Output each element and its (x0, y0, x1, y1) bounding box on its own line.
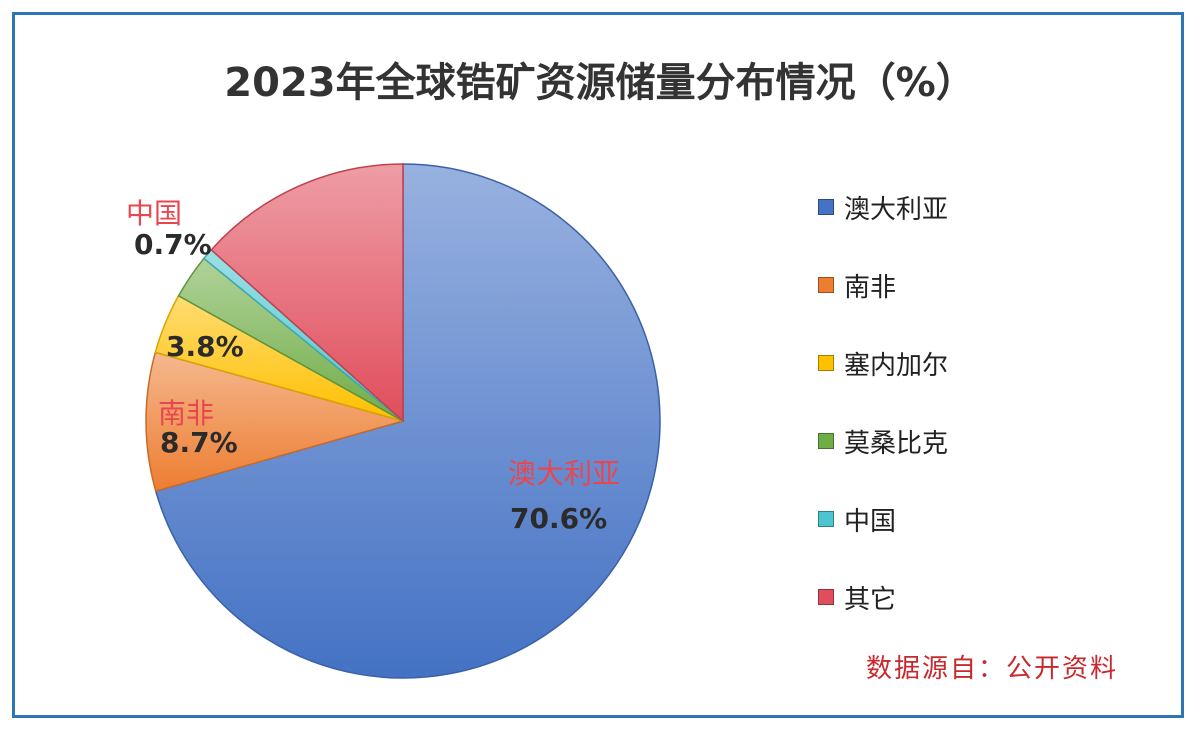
legend-item-china: 中国 (818, 480, 948, 558)
legend-swatch-others (818, 589, 834, 605)
data-label-value-south-africa: 8.7% (160, 426, 238, 459)
legend-label-china: 中国 (844, 506, 897, 537)
legend-label-senegal: 塞内加尔 (844, 350, 949, 381)
legend-item-others: 其它 (818, 558, 948, 636)
legend-swatch-senegal (818, 355, 834, 371)
source-note: 数据源自：公开资料 (866, 654, 1119, 684)
legend-label-south-africa: 南非 (844, 272, 897, 303)
legend-swatch-mozambique (818, 433, 834, 449)
chart-title: 2023年全球锆矿资源储量分布情况（%） (224, 60, 976, 106)
data-label-name-south-africa: 南非 (158, 397, 215, 430)
legend-item-senegal: 塞内加尔 (818, 324, 948, 402)
legend-label-others: 其它 (844, 584, 897, 615)
legend-swatch-china (818, 511, 834, 527)
legend-label-australia: 澳大利亚 (844, 194, 949, 225)
data-label-name-china: 中国 (126, 197, 183, 230)
legend-swatch-south-africa (818, 277, 834, 293)
pie-slice-australia (154, 163, 661, 679)
data-label-value-australia: 70.6% (510, 502, 608, 535)
legend-item-south-africa: 南非 (818, 246, 948, 324)
legend-swatch-australia (818, 199, 834, 215)
data-label-name-australia: 澳大利亚 (508, 457, 621, 490)
legend-label-mozambique: 莫桑比克 (844, 428, 949, 459)
data-label-value-senegal: 3.8% (166, 330, 244, 363)
pie-slice-south-africa (145, 351, 406, 493)
legend-item-mozambique: 莫桑比克 (818, 402, 948, 480)
data-label-value-china: 0.7% (134, 228, 212, 261)
chart-legend: 澳大利亚 南非 塞内加尔 莫桑比克 中国 其它 (818, 168, 948, 636)
pie-slice-others (210, 163, 404, 423)
legend-item-australia: 澳大利亚 (818, 168, 948, 246)
